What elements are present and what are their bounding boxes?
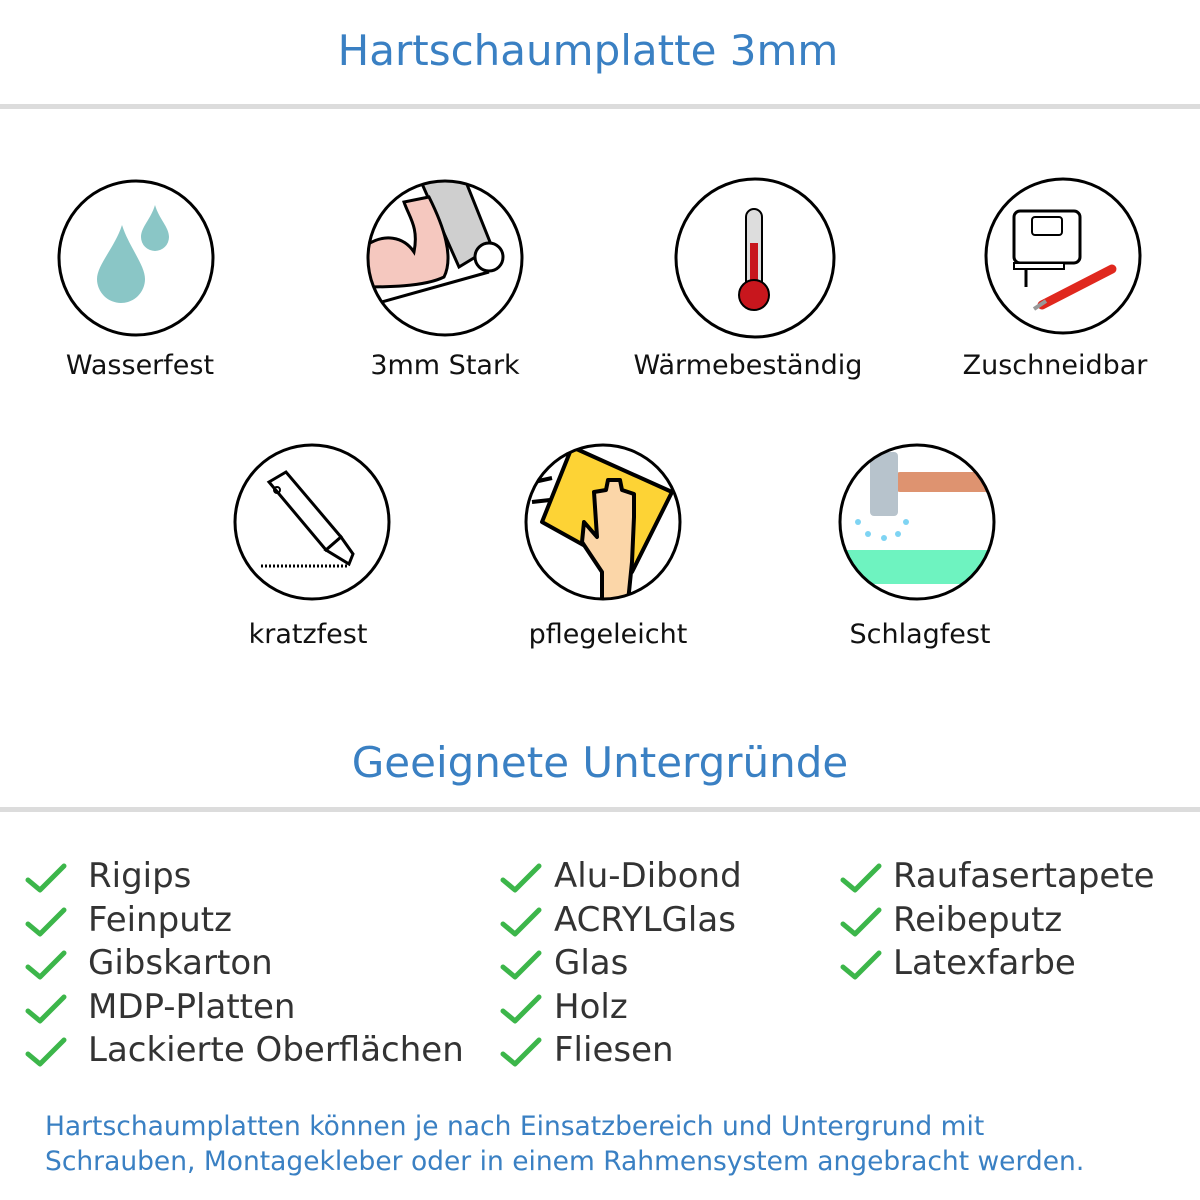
surface-item: Holz [554,986,628,1027]
check-icon [500,907,542,936]
hand-sponge-icon [524,443,682,601]
surface-item: Raufasertapete [893,856,1155,896]
section-title: Geeignete Untergründe [351,738,849,787]
check-icon [25,994,67,1023]
check-icon [500,863,542,893]
feature-label: pflegeleicht [528,619,688,650]
divider [0,104,1200,109]
check-icon [500,1037,542,1067]
check-icon [25,907,67,936]
check-icon [25,950,67,980]
surface-item: Lackierte Oberflächen [88,1030,464,1070]
page-title: Hartschaumplatte 3mm [337,26,839,75]
surface-item: Reibeputz [893,899,1063,940]
feature-label: Schlagfest [849,619,991,650]
feature-label: Wasserfest [65,350,215,381]
check-icon [840,950,882,980]
strong-arm-icon [366,179,524,337]
surface-item: Gibskarton [88,943,273,983]
feature-label: Zuschneidbar [962,350,1148,381]
utility-knife-icon [233,443,391,601]
footer-note-line: Schrauben, Montagekleber oder in einem R… [45,1146,1085,1177]
footer-note-line: Hartschaumplatten können je nach Einsatz… [45,1111,985,1142]
check-icon [840,907,882,936]
surface-item: Feinputz [88,899,232,940]
surface-item: Glas [554,943,629,983]
surface-item: Alu-Dibond [554,856,742,896]
feature-label: 3mm Stark [370,350,520,381]
surface-item: ACRYLGlas [554,899,736,940]
check-icon [500,994,542,1023]
surface-item: Latexfarbe [893,943,1076,983]
check-icon [25,863,67,893]
divider [0,807,1200,812]
check-icon [500,950,542,980]
feature-label: Wärmebeständig [633,350,863,381]
jigsaw-cutter-icon [984,177,1142,335]
surface-item: Fliesen [554,1030,674,1070]
surface-item: MDP-Platten [88,986,296,1027]
surface-item: Rigips [88,856,192,896]
check-icon [25,1037,67,1067]
feature-label: kratzfest [248,619,368,650]
water-drops-icon [57,179,215,337]
check-icon [840,863,882,893]
hammer-icon [838,443,996,601]
thermometer-icon [674,177,836,339]
